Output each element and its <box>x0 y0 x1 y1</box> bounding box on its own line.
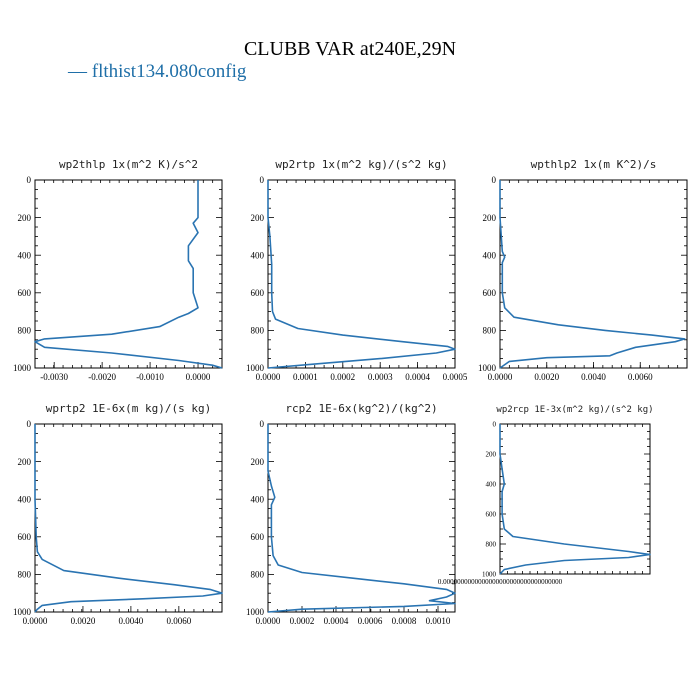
y-tick-label: 200 <box>251 457 265 467</box>
figure-title: CLUBB VAR at240E,29N <box>244 38 456 60</box>
x-tick-label: 0.0003 <box>368 372 393 382</box>
series-line <box>499 424 651 575</box>
panel-6: wp2rcp 1E-3x(m^2 kg)/(s^2 kg) 0 200 400 600 8… <box>438 405 654 586</box>
x-tick-label: 0.0000 <box>23 616 48 626</box>
y-tick-label: 400 <box>251 494 265 504</box>
y-tick-label: 200 <box>18 213 32 223</box>
panel-3: wpthlp2 1x(m K^2)/s020040060080010000.00… <box>478 158 688 382</box>
y-tick-label: 1000 <box>13 607 32 617</box>
x-tick-label: 0.0020 <box>71 616 96 626</box>
x-tick-label: 0.0002 <box>330 372 355 382</box>
x-tick-label: 0.0004 <box>324 616 349 626</box>
x-tick-label: 0.0006 <box>358 616 383 626</box>
plot-frame <box>499 179 688 369</box>
x-tick-label: 0.0040 <box>581 372 606 382</box>
panel-1: wp2thlp 1x(m^2 K)/s^2 0 200 400 600 800 1000 -0… <box>13 158 223 382</box>
panel-2: wp2rtp 1x(m^2 kg)/(s^2 kg) 0 200 400 600 800 1… <box>246 158 468 382</box>
y-tick-label: 200 <box>251 213 265 223</box>
panel-title: wp2thlp 1x(m^2 K)/s^2 <box>59 158 198 171</box>
y-tick-label: 400 <box>18 250 32 260</box>
y-tick-label: 1000 <box>482 570 497 578</box>
x-tick-label: 0.0010 <box>426 616 451 626</box>
x-tick-label: 0.0000 <box>186 372 211 382</box>
x-tick-label: 0.0001 <box>293 372 318 382</box>
y-tick-label: 600 <box>251 288 265 298</box>
series-line <box>499 180 686 369</box>
y-tick-label: 800 <box>483 326 497 336</box>
y-tick-label: 200 <box>486 450 497 458</box>
panel-title: wpthlp2 1x(m K^2)/s <box>531 158 657 171</box>
y-tick-label: 200 <box>483 213 497 223</box>
plot-frame <box>267 179 456 369</box>
x-tick-label: 0.0000 <box>256 616 281 626</box>
plot-frame <box>34 423 223 613</box>
y-tick-label: 800 <box>486 540 497 548</box>
x-tick-label: 0.0008 <box>392 616 417 626</box>
y-tick-label: 600 <box>483 288 497 298</box>
y-tick-label: 400 <box>483 250 497 260</box>
series-line <box>34 180 223 369</box>
y-tick-label: 400 <box>251 250 265 260</box>
panel-5: rcp2 1E-6x(kg^2)/(kg^2) 0 200 400 600 800 1000… <box>246 402 456 626</box>
panel-4: wprtp2 1E-6x(m kg)/(s kg) 0 200 400 600 800 10… <box>13 402 223 626</box>
x-tick-label: 0.0004 <box>405 372 430 382</box>
y-tick-label: 600 <box>251 532 265 542</box>
x-tick-label: 0.0000 <box>256 372 281 382</box>
panel-title: rcp2 1E-6x(kg^2)/(kg^2) <box>285 402 437 415</box>
x-tick-label: 0.0040 <box>119 616 144 626</box>
legend-entry: — flthist134.080config <box>67 61 247 82</box>
y-tick-label: 600 <box>486 510 497 518</box>
series-line <box>267 180 456 369</box>
y-tick-label: 800 <box>251 570 265 580</box>
y-tick-label: 200 <box>18 457 32 467</box>
y-tick-label: 1000 <box>246 363 265 373</box>
x-tick-label: 0.0060 <box>628 372 653 382</box>
y-tick-label: 800 <box>18 570 32 580</box>
x-tick-label: -0.0010 <box>136 372 164 382</box>
y-tick-label: 0 <box>493 420 497 428</box>
y-tick-label: 0 <box>260 419 265 429</box>
plot-frame <box>267 423 456 613</box>
x-tick-label: 0.0060 <box>166 616 191 626</box>
x-tick-label: 0.0000000000000000000000000000000000 <box>438 578 563 586</box>
x-tick-label: -0.0030 <box>40 372 68 382</box>
y-tick-label: 600 <box>18 532 32 542</box>
series-line <box>34 424 223 613</box>
y-tick-label: 1000 <box>13 363 32 373</box>
y-tick-label: 800 <box>251 326 265 336</box>
y-tick-label: 0 <box>492 175 497 185</box>
y-tick-label: 1000 <box>478 363 497 373</box>
y-tick-label: 0 <box>260 175 265 185</box>
panel-title: wp2rtp 1x(m^2 kg)/(s^2 kg) <box>275 158 447 171</box>
y-tick-label: 1000 <box>246 607 265 617</box>
x-tick-label: -0.0020 <box>88 372 116 382</box>
y-tick-label: 600 <box>18 288 32 298</box>
series-line <box>267 424 456 613</box>
panel-title: wp2rcp 1E-3x(m^2 kg)/(s^2 kg) <box>496 405 653 415</box>
x-tick-label: 0.0000 <box>488 372 513 382</box>
panel-title: wprtp2 1E-6x(m kg)/(s kg) <box>46 402 212 415</box>
x-tick-label: 0.0002 <box>290 616 315 626</box>
y-tick-label: 800 <box>18 326 32 336</box>
y-tick-label: 400 <box>486 480 497 488</box>
y-tick-label: 0 <box>27 419 32 429</box>
x-tick-label: 0.0005 <box>443 372 468 382</box>
y-tick-label: 400 <box>18 494 32 504</box>
y-tick-label: 0 <box>27 175 32 185</box>
panels: wp2thlp 1x(m^2 K)/s^2 0 200 400 600 800 1000 -0… <box>13 158 688 626</box>
x-tick-label: 0.0020 <box>534 372 559 382</box>
